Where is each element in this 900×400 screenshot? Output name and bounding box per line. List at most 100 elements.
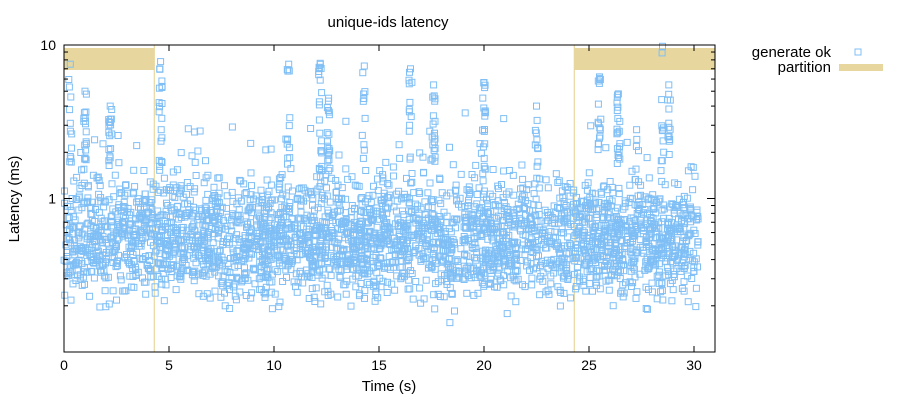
scatter-point <box>156 219 164 227</box>
scatter-point <box>669 267 677 275</box>
scatter-point <box>589 287 596 295</box>
scatter-point <box>325 111 333 119</box>
scatter-point <box>316 59 324 67</box>
scatter-point <box>439 247 447 255</box>
scatter-point <box>687 229 695 237</box>
scatter-point <box>142 290 150 298</box>
scatter-point <box>350 265 358 273</box>
scatter-point <box>400 246 408 254</box>
x-tick-label: 20 <box>476 357 492 373</box>
scatter-point <box>325 145 333 153</box>
scatter-point <box>332 177 340 184</box>
scatter-point <box>359 97 367 105</box>
scatter-point <box>596 132 604 140</box>
scatter-point <box>234 262 242 269</box>
scatter-point <box>453 197 461 205</box>
scatter-point <box>643 154 651 162</box>
scatter-point <box>137 242 145 250</box>
scatter-point <box>585 214 593 222</box>
scatter-point <box>311 230 319 238</box>
scatter-point <box>380 239 388 247</box>
scatter-point <box>191 158 199 166</box>
scatter-point <box>202 174 210 182</box>
scatter-point <box>506 245 514 253</box>
scatter-point <box>395 141 403 149</box>
scatter-point <box>544 264 552 272</box>
scatter-point <box>633 248 641 256</box>
scatter-point <box>665 123 673 131</box>
scatter-point <box>377 196 385 204</box>
scatter-point <box>368 215 376 223</box>
scatter-point <box>352 283 360 291</box>
scatter-point <box>102 259 109 267</box>
chart-title: unique-ids latency <box>328 14 449 31</box>
scatter-point <box>248 182 255 190</box>
scatter-point <box>674 255 681 263</box>
scatter-point <box>391 286 399 294</box>
scatter-point <box>151 289 159 297</box>
points-layer <box>60 42 702 327</box>
scatter-point <box>310 293 318 301</box>
scatter-point <box>426 179 434 187</box>
scatter-point <box>533 162 541 170</box>
y-tick-label: 1 <box>48 191 56 207</box>
scatter-point <box>628 283 635 290</box>
scatter-point <box>254 205 262 213</box>
scatter-point <box>574 269 582 277</box>
scatter-point <box>268 278 276 286</box>
scatter-point <box>641 221 649 229</box>
scatter-point <box>362 241 370 249</box>
scatter-point <box>316 129 324 137</box>
scatter-point <box>263 256 271 264</box>
scatter-point <box>428 133 436 141</box>
scatter-point <box>166 184 174 192</box>
scatter-point <box>440 208 448 216</box>
scatter-point <box>342 195 350 203</box>
scatter-point <box>324 292 332 299</box>
scatter-point <box>473 249 481 256</box>
scatter-point <box>692 284 700 292</box>
scatter-point <box>177 268 185 276</box>
scatter-point <box>236 288 244 296</box>
scatter-point <box>342 117 350 125</box>
scatter-point <box>554 283 562 291</box>
scatter-point <box>510 210 518 218</box>
scatter-point <box>307 213 315 221</box>
scatter-point <box>224 213 232 221</box>
scatter-point <box>230 281 238 289</box>
scatter-point <box>199 292 207 300</box>
scatter-point <box>372 281 380 289</box>
scatter-point <box>405 127 413 135</box>
scatter-point <box>265 204 273 212</box>
scatter-point <box>557 229 565 236</box>
scatter-point <box>563 183 571 191</box>
scatter-point <box>390 245 398 253</box>
scatter-point <box>331 208 338 216</box>
scatter-point <box>384 263 392 271</box>
scatter-point <box>82 245 90 253</box>
scatter-point <box>611 240 619 248</box>
scatter-point <box>305 239 312 246</box>
scatter-point <box>546 259 554 267</box>
scatter-point <box>614 103 622 111</box>
scatter-point <box>80 179 88 187</box>
scatter-point <box>587 122 595 130</box>
scatter-point <box>95 252 103 260</box>
scatter-point <box>299 223 307 231</box>
scatter-point <box>257 186 265 194</box>
scatter-point <box>211 287 219 295</box>
scatter-point <box>489 166 497 173</box>
scatter-point <box>149 272 157 280</box>
scatter-point <box>669 286 677 294</box>
scatter-point <box>342 259 350 267</box>
scatter-point <box>204 233 212 241</box>
scatter-point <box>325 156 333 164</box>
scatter-point <box>449 236 457 244</box>
scatter-point <box>82 146 90 154</box>
scatter-point <box>266 227 273 235</box>
scatter-point <box>403 174 410 182</box>
scatter-point <box>623 239 631 247</box>
scatter-point <box>335 265 343 273</box>
scatter-point <box>431 157 439 165</box>
